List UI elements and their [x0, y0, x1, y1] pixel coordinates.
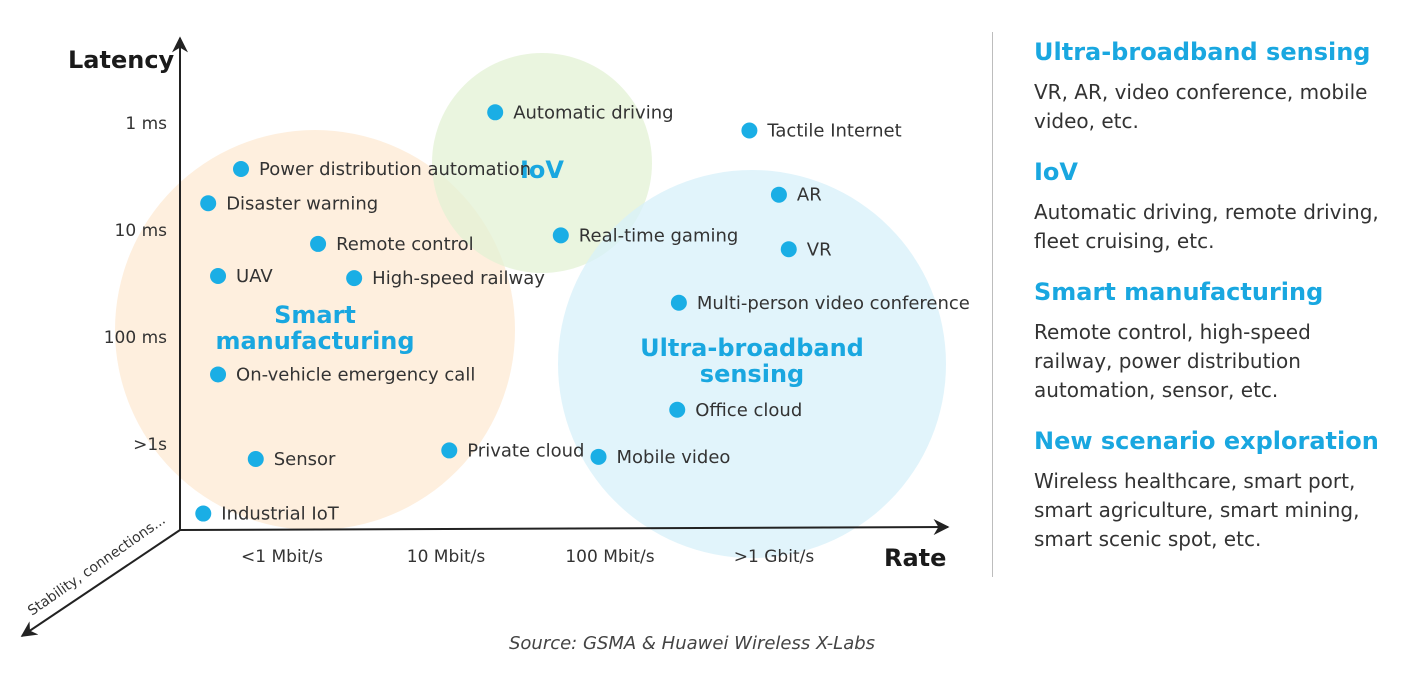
y-tick-label: 100 ms	[104, 328, 167, 348]
legend-desc: Remote control, high-speed railway, powe…	[1034, 320, 1311, 402]
point-label-on-vehicle-emergency-call: On-vehicle emergency call	[236, 364, 475, 385]
point-ar	[770, 186, 787, 203]
point-power-distribution-automation	[233, 161, 249, 178]
point-label-power-distribution-automation: Power distribution automation	[259, 159, 531, 180]
point-vr	[780, 241, 797, 258]
legend-new-scenario: New scenario exploration Wireless health…	[1034, 427, 1384, 554]
point-automatic-driving	[487, 104, 504, 121]
x-tick-label: >1 Gbit/s	[734, 547, 815, 567]
x-axis-title: Rate	[884, 544, 946, 572]
point-disaster-warning	[200, 195, 217, 212]
point-high-speed-railway	[346, 270, 363, 287]
point-tactile-internet	[741, 122, 758, 139]
point-office-cloud	[669, 401, 686, 418]
point-sensor	[247, 450, 264, 467]
point-uav	[210, 268, 227, 285]
z-axis	[20, 529, 181, 637]
cluster-smart-manufacturing-circle	[115, 130, 515, 530]
legend-iov: IoV Automatic driving, remote driving, f…	[1034, 158, 1384, 256]
divider	[992, 32, 993, 577]
legend-desc: Automatic driving, remote driving, fleet…	[1034, 200, 1379, 253]
cluster-label-broadband: sensing	[700, 360, 804, 388]
point-multi-person-video-conference	[670, 294, 687, 311]
point-label-remote-control: Remote control	[336, 234, 474, 255]
point-industrial-iot	[195, 505, 212, 522]
point-on-vehicle-emergency-call	[210, 366, 227, 383]
legend-desc: VR, AR, video conference, mobile video, …	[1034, 80, 1368, 133]
point-label-uav: UAV	[236, 266, 273, 287]
legend-ultra-broadband: Ultra-broadband sensing VR, AR, video co…	[1034, 38, 1384, 136]
point-label-high-speed-railway: High-speed railway	[372, 268, 545, 289]
cluster-label-smart: Smart	[274, 301, 356, 329]
x-tick-label: <1 Mbit/s	[241, 547, 323, 567]
z-axis-title: Stability, connections...	[25, 512, 168, 619]
legend-title: IoV	[1034, 158, 1078, 186]
point-label-multi-person-video-conference: Multi-person video conference	[697, 293, 970, 314]
x-axis	[179, 519, 950, 536]
y-tick-label: >1s	[133, 435, 167, 455]
y-tick-label: 10 ms	[115, 221, 168, 241]
data-points: Automatic driving Tactile Internet Power d…	[195, 102, 970, 525]
point-label-tactile-internet: Tactile Internet	[766, 120, 901, 141]
cluster-ultra-broadband-circle	[558, 170, 946, 558]
point-label-sensor: Sensor	[274, 449, 336, 470]
point-label-office-cloud: Office cloud	[695, 400, 802, 421]
legend-title: New scenario exploration	[1034, 427, 1379, 455]
point-real-time-gaming	[552, 227, 569, 244]
x-tick-label: 100 Mbit/s	[565, 547, 654, 567]
point-label-automatic-driving: Automatic driving	[513, 102, 673, 123]
point-label-disaster-warning: Disaster warning	[226, 193, 378, 214]
point-label-mobile-video: Mobile video	[617, 447, 731, 468]
point-label-private-cloud: Private cloud	[467, 440, 584, 461]
cluster-iov-circle	[432, 53, 652, 273]
cluster-label-iov: IoV	[520, 156, 564, 184]
cluster-label-smart: manufacturing	[215, 327, 414, 355]
point-label-ar: AR	[797, 185, 822, 206]
point-mobile-video	[590, 448, 607, 465]
legend-smart-manufacturing: Smart manufacturing Remote control, high…	[1034, 278, 1384, 405]
legend-title: Smart manufacturing	[1034, 278, 1324, 306]
point-label-industrial-iot: Industrial IoT	[221, 504, 339, 525]
x-tick-label: 10 Mbit/s	[407, 547, 486, 567]
cluster-label-broadband: Ultra-broadband	[640, 334, 864, 362]
axes	[20, 36, 950, 637]
point-private-cloud	[441, 442, 458, 459]
y-tick-label: 1 ms	[125, 114, 167, 134]
scenario-legend: Ultra-broadband sensing VR, AR, video co…	[1034, 38, 1384, 576]
legend-desc: Wireless healthcare, smart port, smart a…	[1034, 469, 1360, 551]
point-label-real-time-gaming: Real-time gaming	[579, 225, 739, 246]
y-axis-title: Latency	[68, 46, 175, 74]
y-ticks: 1 ms 10 ms 100 ms >1s	[104, 114, 167, 455]
legend-title: Ultra-broadband sensing	[1034, 38, 1371, 66]
point-remote-control	[310, 235, 327, 252]
clusters	[115, 53, 946, 558]
point-label-vr: VR	[807, 239, 832, 260]
x-ticks: <1 Mbit/s 10 Mbit/s 100 Mbit/s >1 Gbit/s	[241, 547, 814, 567]
source-note: Source: GSMA & Huawei Wireless X-Labs	[509, 633, 875, 654]
